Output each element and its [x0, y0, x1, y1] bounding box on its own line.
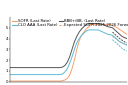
Legend: SOFR (Last Rate), CLO AAA (Last Rate), BBB+/BB- (Last Rate), Expected SOFR 2025-: SOFR (Last Rate), CLO AAA (Last Rate), B… — [12, 19, 128, 27]
